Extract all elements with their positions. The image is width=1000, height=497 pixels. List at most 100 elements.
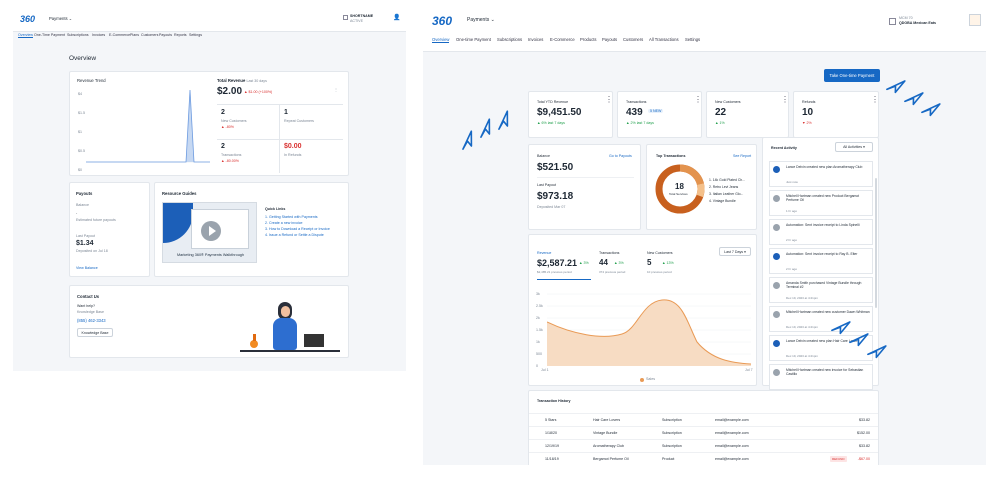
view-balance-link[interactable]: View Balance [76, 266, 98, 270]
nav-tab-0[interactable]: Overview [18, 33, 33, 38]
user-icon[interactable] [969, 14, 981, 26]
metric-tab-label[interactable]: Revenue [537, 251, 552, 255]
nav-tab-3[interactable]: Invoices [92, 33, 106, 37]
nav-tab-5[interactable]: Plans [130, 33, 139, 37]
cell-product: Hair Care Lovers [593, 418, 621, 422]
metric-tab-label[interactable]: New Customers [647, 251, 673, 255]
nav-tab-1[interactable]: One-Time Payment [34, 33, 66, 37]
kpi-delta: ▼ 2% [802, 121, 812, 125]
nav-tab-9[interactable]: Settings [189, 33, 202, 37]
account-status: ACTIVE [350, 19, 363, 23]
account-name[interactable]: QDOBA Mexican Eats [899, 21, 937, 25]
app-switcher[interactable]: Payments ⌄ [467, 17, 495, 23]
activity-item[interactable]: Mitchell Hartman created new invoice for… [769, 364, 873, 390]
cell-amount: $33.82 [859, 444, 870, 448]
cell-email: email@example.com [715, 457, 749, 461]
more-icon[interactable]: ⋮ [605, 95, 613, 104]
nav-tab-3[interactable]: Invoices [528, 37, 544, 42]
nav-tab-5[interactable]: Products [580, 37, 597, 42]
top-transactions-donut [655, 164, 705, 214]
more-icon[interactable]: ⋮ [871, 95, 879, 104]
more-icon[interactable]: ⋮ [694, 95, 702, 104]
y-tick: 500 [536, 352, 542, 356]
activity-item[interactable]: Mitchell Hartman created new customer Da… [769, 306, 873, 332]
nav-tab-2[interactable]: Subscriptions [67, 33, 89, 37]
activity-item[interactable]: Lance Delvin created new plan Aromathera… [769, 161, 873, 187]
kpi-value: 439 [626, 107, 643, 118]
table-row[interactable]: 1/18/20 Vintage Bundle Subscription email@e… [529, 426, 878, 439]
more-icon[interactable]: ⋮ [334, 87, 339, 92]
more-icon[interactable]: ⋮ [781, 95, 789, 104]
stat-label: New Customers [221, 119, 247, 123]
go-to-payouts-link[interactable]: Go to Payouts [609, 154, 632, 158]
activity-item[interactable]: Amanda Smith purchased Vintage Bundle th… [769, 277, 873, 303]
last-payout-value: $1.34 [76, 240, 94, 247]
quick-link[interactable]: 3. How to Download a Receipt or Invoice [265, 227, 330, 231]
balance-value: - [76, 211, 78, 215]
cell-date: 1/18/20 [545, 431, 557, 435]
activity-item[interactable]: Mitchell Hartman created new Product Ber… [769, 190, 873, 216]
activity-filter-select[interactable]: All Activities ▾ [835, 142, 873, 152]
y-tick: $0.5 [78, 149, 85, 153]
nav-tab-7[interactable]: Customers [623, 37, 644, 42]
play-icon[interactable] [201, 221, 221, 241]
walkthrough-video[interactable]: Marketing 360® Payments Walkthrough [162, 202, 257, 263]
app-switcher[interactable]: Payments ⌄ [49, 16, 73, 21]
stat-label: In Refunds [284, 153, 302, 157]
nav-tab-2[interactable]: Subscriptions [497, 37, 523, 42]
nav-tab-6[interactable]: Payouts [602, 37, 618, 42]
see-report-link[interactable]: See Report [733, 154, 752, 158]
activity-scrollbar[interactable] [875, 178, 877, 308]
cell-product: Bergamot Perfume Oil [593, 457, 629, 461]
stat-delta: ▲ -80% [221, 125, 234, 129]
nav-tab-1[interactable]: One-time Payment [456, 37, 491, 42]
avatar [773, 224, 780, 231]
x-tick-end: Jul 7 [745, 368, 753, 372]
table-row[interactable]: 12/19/19 Aromatherapy Club Subscription ema… [529, 439, 878, 452]
activity-item[interactable]: Automation: Sent invoice receipt to Ray … [769, 248, 873, 274]
app-logo[interactable]: 360 [432, 14, 453, 28]
avatar [773, 282, 780, 289]
legend-label: Sales [646, 377, 655, 381]
top-bar: 360 Payments ⌄ SHORTNAME ACTIVE 👤 Overvi… [13, 8, 406, 38]
cell-date: 11/18/19 [545, 457, 559, 461]
nav-tab-9[interactable]: Settings [685, 37, 701, 42]
balance-value: $521.50 [537, 162, 574, 173]
take-payment-button[interactable]: Take One-time Payment [824, 69, 880, 82]
app-logo[interactable]: 360 [20, 14, 36, 24]
metric-tab-delta: ▲ 3% [579, 261, 589, 265]
quick-link[interactable]: 2. Create a new invoice [265, 221, 303, 225]
avatar [773, 311, 780, 318]
account-name[interactable]: SHORTNAME [350, 14, 374, 18]
y-tick: 1.5k [536, 328, 543, 332]
quick-link[interactable]: 1. Getting Started with Payments [265, 215, 318, 219]
quick-link[interactable]: 4. Issue a Refund or Settle a Dispute [265, 233, 324, 237]
table-row[interactable]: 5 Stars Hair Care Lovers Subscription email… [529, 413, 878, 426]
last-payout-label: Last Payout [76, 234, 95, 238]
x-tick-start: Jul 1 [541, 368, 549, 372]
activity-text: Mitchell Hartman created new invoice for… [786, 368, 864, 377]
quick-links-title: Quick Links [265, 207, 286, 211]
contact-card: Contact Us Want help? Knowledge Base (85… [69, 285, 349, 358]
activity-text: Automation: Sent invoice receipt to Ray … [786, 252, 858, 256]
nav-tab-8[interactable]: All Transactions [649, 37, 679, 42]
user-icon[interactable]: 👤 [393, 15, 401, 21]
phone-number[interactable]: (855) 462-3343 [77, 318, 106, 323]
overview-card: Revenue Trend $4 $1.5 $1 $0.5 $0 Total Reven… [69, 71, 349, 176]
activity-time: Dec 19, 2023 at 4:21pm [786, 325, 819, 329]
activity-item[interactable]: Automation: Sent invoice receipt to Lind… [769, 219, 873, 245]
nav-tab-6[interactable]: Customers [141, 33, 159, 37]
transaction-history-card: Transaction History 5 Stars Hair Care Lov… [528, 390, 879, 465]
contact-title: Contact Us [77, 294, 100, 299]
nav-tab-7[interactable]: Payouts [159, 33, 172, 37]
metric-tab-label[interactable]: Transactions [599, 251, 620, 255]
range-select[interactable]: Last 7 Days ▾ [719, 247, 751, 256]
knowledge-base-button[interactable]: Knowledge Base [77, 328, 113, 337]
nav-tab-8[interactable]: Reports [174, 33, 187, 37]
video-caption: Marketing 360® Payments Walkthrough [177, 253, 245, 257]
nav-tab-4[interactable]: E-Commerce [109, 33, 131, 37]
nav-tab-0[interactable]: Overview [432, 37, 450, 43]
table-row[interactable]: 11/18/19 Bergamot Perfume Oil Product email… [529, 452, 878, 465]
nav-tab-4[interactable]: E-Commerce [550, 37, 575, 42]
cursor-arrow-icon [490, 107, 517, 137]
